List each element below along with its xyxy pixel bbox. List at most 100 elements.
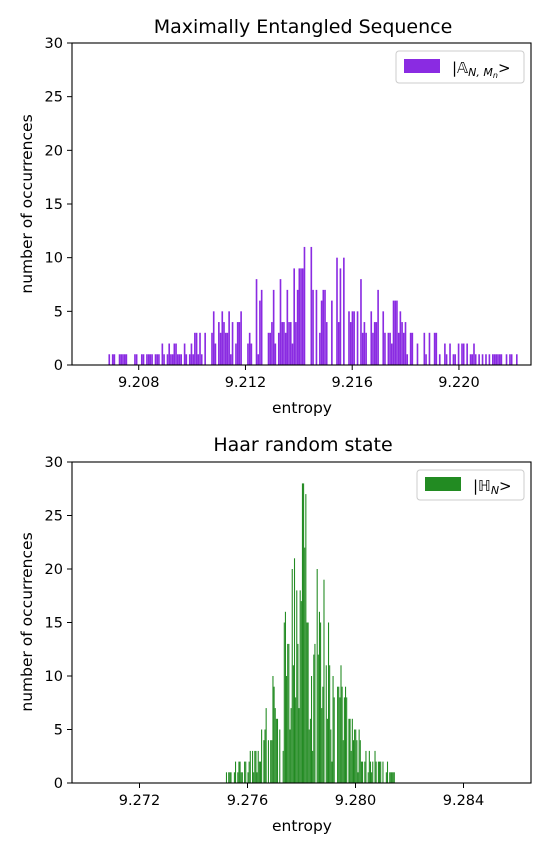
histogram-bar [314,643,316,783]
histogram-bar [396,300,398,365]
histogram-bar [195,332,198,365]
histogram-bar [257,354,260,365]
histogram-bar [258,761,260,783]
histogram-bar [235,343,237,365]
histogram-bar [289,322,292,365]
histogram-bar [142,354,145,365]
histogram-bar [257,750,259,783]
legend-label: |ℍN> [473,477,512,497]
x-tick-label: 9.212 [225,375,267,391]
histogram-bar [284,611,286,783]
legend-swatch [425,477,461,491]
histogram-bar [351,311,354,365]
histogram-bar [310,246,313,365]
histogram-bar [493,354,496,365]
histogram-bar [211,332,213,365]
histogram-bar [255,750,257,783]
histogram-bar [173,343,176,365]
histogram-bar [274,708,276,783]
histogram-bar [330,729,332,783]
histogram-bar [223,322,225,365]
histogram-bar [154,354,157,365]
y-tick-label: 5 [54,304,63,320]
histogram-bar [345,686,347,783]
histogram-bar [300,601,302,783]
histogram-bar [332,676,334,783]
histogram-bar [168,343,171,365]
histogram-bar [392,772,394,783]
histogram-bar [469,354,472,365]
histogram-bar [228,311,230,365]
histogram-bar [310,676,313,783]
histogram-bar [255,279,258,365]
histogram-bar [331,300,333,365]
histogram-bar [214,343,217,365]
histogram-bar [355,729,357,783]
histogram-bar [298,268,301,365]
histogram-bar [277,332,280,365]
histogram-bar [271,740,273,783]
histogram-bar [393,772,395,783]
histogram-bar [326,718,328,783]
histogram-bar [269,332,272,365]
histogram-bar [364,761,366,783]
histogram-bar [449,343,451,365]
histogram-bar [264,729,266,783]
histogram-bar [349,718,351,783]
y-tick-label: 20 [45,143,63,159]
histogram-bar [228,772,230,783]
histogram-bar [505,354,508,365]
histogram-bar [368,750,370,783]
histogram-bar [406,354,409,365]
y-tick-label: 30 [45,36,63,52]
histogram-bar [273,686,275,783]
histogram-bar [352,740,355,783]
histogram-bar [125,354,128,365]
histogram-bar [283,622,285,783]
histogram-bar [445,354,448,365]
histogram-bar [423,332,426,365]
histogram-bar [158,354,160,365]
histogram-bar [372,761,374,783]
histogram-bar [390,772,392,783]
histogram-bar [221,311,224,365]
histogram-bar [497,354,499,365]
histogram-bar [263,740,265,783]
y-tick-label: 30 [45,455,63,471]
histogram-bar [171,354,174,365]
histogram-bar [389,772,391,783]
x-tick-label: 9.216 [331,375,373,391]
histogram-bar [190,343,193,365]
histogram-bar [367,772,369,783]
histogram-bar [313,654,315,783]
histogram-bar [166,354,169,365]
plot-frame [71,42,532,366]
histogram-bar [212,311,215,365]
histogram-bar [293,558,296,783]
histogram-bar [394,300,397,365]
histogram-bar [194,332,196,365]
y-tick-label: 20 [45,562,63,578]
histogram-bar [370,311,373,365]
histogram-bar [296,590,298,783]
histogram-bar [147,354,150,365]
histogram-bar [120,354,123,365]
histogram-bar [341,686,343,783]
histogram-bar [135,354,138,365]
histogram-bar [233,772,235,783]
histogram-bar [252,750,254,783]
histogram-bar [199,332,201,365]
histogram-bar [286,289,289,365]
histogram-bar [515,354,518,365]
histogram-bar [387,332,390,365]
histogram-bar [377,289,379,365]
histogram-bar [229,772,231,783]
histogram-bars [108,246,518,365]
histogram-bar [360,761,362,783]
histogram-bar [256,772,258,783]
histogram-bar [337,322,340,365]
histogram-bar [247,343,249,365]
histogram-bar [284,332,287,365]
histogram-bar [336,257,338,365]
y-tick-label: 5 [54,723,63,739]
